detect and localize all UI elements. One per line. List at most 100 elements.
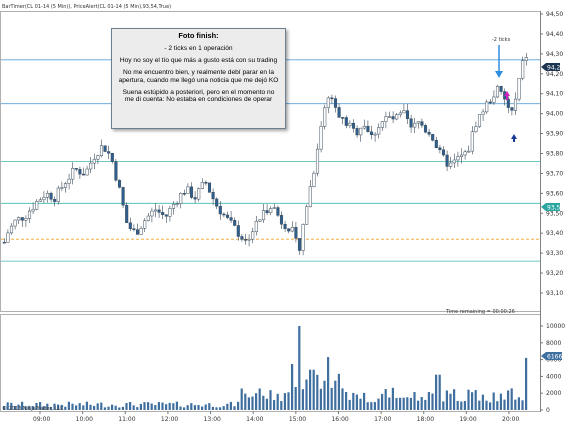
time-tick-label: 17:00 <box>374 416 391 423</box>
volume-bar <box>85 401 88 410</box>
volume-bar <box>57 404 60 410</box>
volume-bar <box>111 404 114 410</box>
candle-body <box>427 131 431 135</box>
volume-bar <box>24 406 27 410</box>
volume-bar <box>463 400 466 410</box>
price-tick-label: 93,40 <box>546 230 563 237</box>
volume-bar <box>363 392 366 410</box>
price-tick-label: 93,10 <box>546 290 563 297</box>
candle-body <box>99 145 104 156</box>
candle-body <box>150 210 154 217</box>
price-tick-label: 94,30 <box>546 51 563 58</box>
candle-body <box>200 182 204 189</box>
volume-bar <box>384 389 387 410</box>
candle-body <box>17 217 21 221</box>
candle-body <box>9 225 14 234</box>
volume-bar <box>64 406 67 410</box>
volume-bar <box>402 397 405 410</box>
volume-bar <box>93 405 96 410</box>
candle-body <box>405 110 410 119</box>
volume-bar <box>305 379 308 410</box>
candle-body <box>279 215 284 225</box>
volume-bar <box>161 402 164 410</box>
note-line-3: No me encuentro bien, y realmente debí p… <box>118 68 279 84</box>
candle-body <box>348 122 352 126</box>
volume-bar <box>276 393 279 410</box>
volume-bar <box>89 404 92 410</box>
candle-body <box>78 169 82 175</box>
volume-bar <box>237 401 240 410</box>
candle-body <box>305 206 309 225</box>
candle-body <box>204 182 208 184</box>
volume-bar <box>312 369 315 410</box>
volume-bar <box>366 402 369 410</box>
volume-bar <box>265 398 268 410</box>
volume-bar <box>496 401 499 410</box>
volume-bars <box>3 326 528 410</box>
volume-bar <box>388 397 391 410</box>
volume-bar <box>474 390 477 410</box>
volume-bar <box>424 399 427 410</box>
candle-body <box>128 222 132 229</box>
volume-bar <box>132 405 135 410</box>
candle-body <box>63 183 68 188</box>
volume-bar <box>186 405 189 410</box>
candle-body <box>452 159 456 164</box>
candle-body <box>240 236 244 240</box>
candle-body <box>53 199 57 202</box>
candle-body <box>283 223 287 230</box>
candle-body <box>254 220 258 233</box>
price-tick-label: 93,60 <box>546 190 563 197</box>
candle-body <box>60 187 64 189</box>
candle-body <box>171 203 176 209</box>
candle-body <box>373 133 377 136</box>
trade-note-box: Foto finish: - 2 ticks en 1 operación Ho… <box>111 28 286 129</box>
volume-tick-label: 10000 <box>546 323 565 330</box>
volume-bar <box>417 400 420 410</box>
candle-body <box>222 213 226 216</box>
candle-body <box>189 186 194 198</box>
candle-body <box>315 148 320 174</box>
candle-body <box>186 186 190 194</box>
candle-body <box>477 114 482 127</box>
time-remaining: Time remaining = 00:00:26 <box>445 309 515 315</box>
candle-body <box>434 140 438 148</box>
volume-bar <box>273 400 276 410</box>
volume-bar <box>211 406 214 410</box>
volume-bar <box>294 386 297 410</box>
volume-bar <box>517 397 520 410</box>
volume-bar <box>165 404 168 410</box>
candle-body <box>445 154 449 167</box>
volume-bar <box>136 407 139 410</box>
candle-body <box>441 149 446 156</box>
candle-body <box>27 210 32 219</box>
volume-axis: 10000 8000 6000 4000 2000 0 <box>540 323 565 414</box>
candle-body <box>308 186 312 208</box>
volume-bar <box>377 398 380 410</box>
volume-tick-label: 8000 <box>546 340 561 347</box>
volume-bar <box>309 369 312 410</box>
volume-tick-label: 2000 <box>546 390 561 397</box>
volume-bar <box>67 401 70 410</box>
volume-bar <box>334 380 337 410</box>
volume-bar <box>438 374 441 410</box>
minus-2-ticks-label: -2 ticks <box>492 37 511 43</box>
candle-body <box>467 150 471 153</box>
candle-body <box>247 238 251 241</box>
candle-body <box>125 204 129 224</box>
candle-body <box>13 219 17 227</box>
candle-body <box>38 199 42 202</box>
volume-bar <box>478 400 481 410</box>
volume-bar <box>427 392 430 410</box>
volume-bar <box>337 373 340 410</box>
volume-bar <box>190 403 193 410</box>
candle-body <box>402 110 406 114</box>
candle-body <box>225 214 230 218</box>
candle-body <box>499 86 503 92</box>
volume-bar <box>143 402 146 410</box>
volume-bar <box>60 404 63 410</box>
candle-body <box>272 207 276 209</box>
candle-body <box>218 205 222 215</box>
volume-bar <box>215 407 218 410</box>
candle-body <box>456 156 460 161</box>
